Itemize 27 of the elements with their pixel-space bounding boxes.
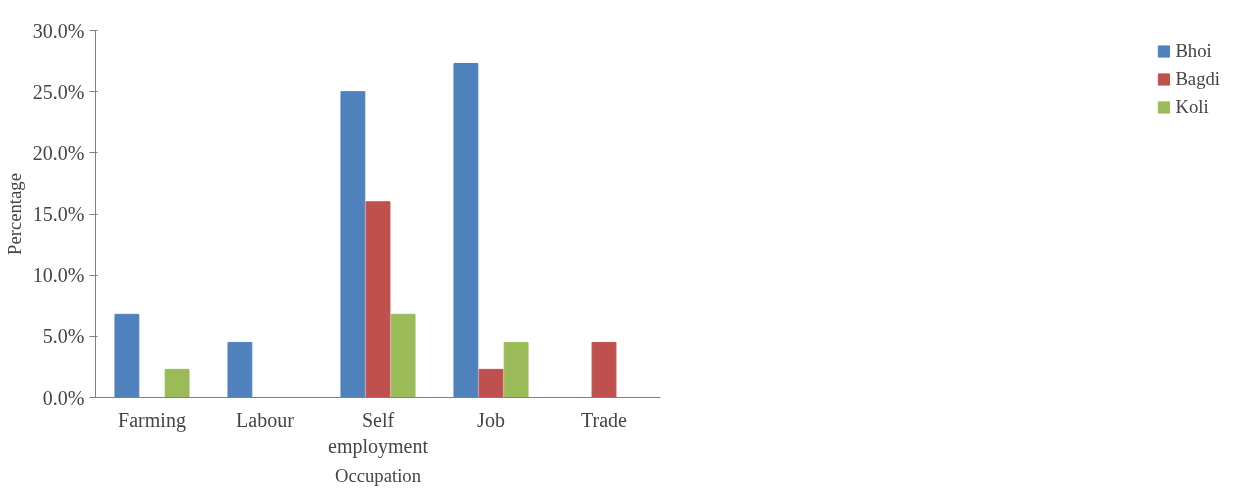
bar [365,201,391,398]
legend-label: Bagdi [1175,68,1220,90]
legend-label: Bhoi [1175,40,1212,62]
bar [503,341,529,398]
bar [390,313,416,398]
y-tick-label: 25.0% [32,80,85,103]
bar [340,91,366,398]
x-tick-label: Farming [118,408,186,432]
x-tick-label: Trade [581,408,628,431]
y-tick-label: 20.0% [32,141,85,164]
bar [114,313,140,398]
y-tick-label: 10.0% [32,264,85,287]
x-tick-label: Job [477,408,505,431]
x-tick-label: Self employment [328,408,429,458]
y-axis-title: Percentage [3,173,25,255]
y-tick-label: 15.0% [32,203,85,225]
y-tick-label: 0.0% [42,386,85,409]
bar [453,63,479,398]
x-axis-title: Occupation [335,464,422,486]
bar [591,341,617,398]
bar [227,341,253,398]
x-tick-label: Labour [236,408,295,431]
legend-label: Koli [1175,96,1209,118]
y-tick-label: 5.0% [42,325,85,348]
bar [478,368,504,398]
y-tick-label: 30.0% [32,19,85,42]
bar [164,368,190,398]
